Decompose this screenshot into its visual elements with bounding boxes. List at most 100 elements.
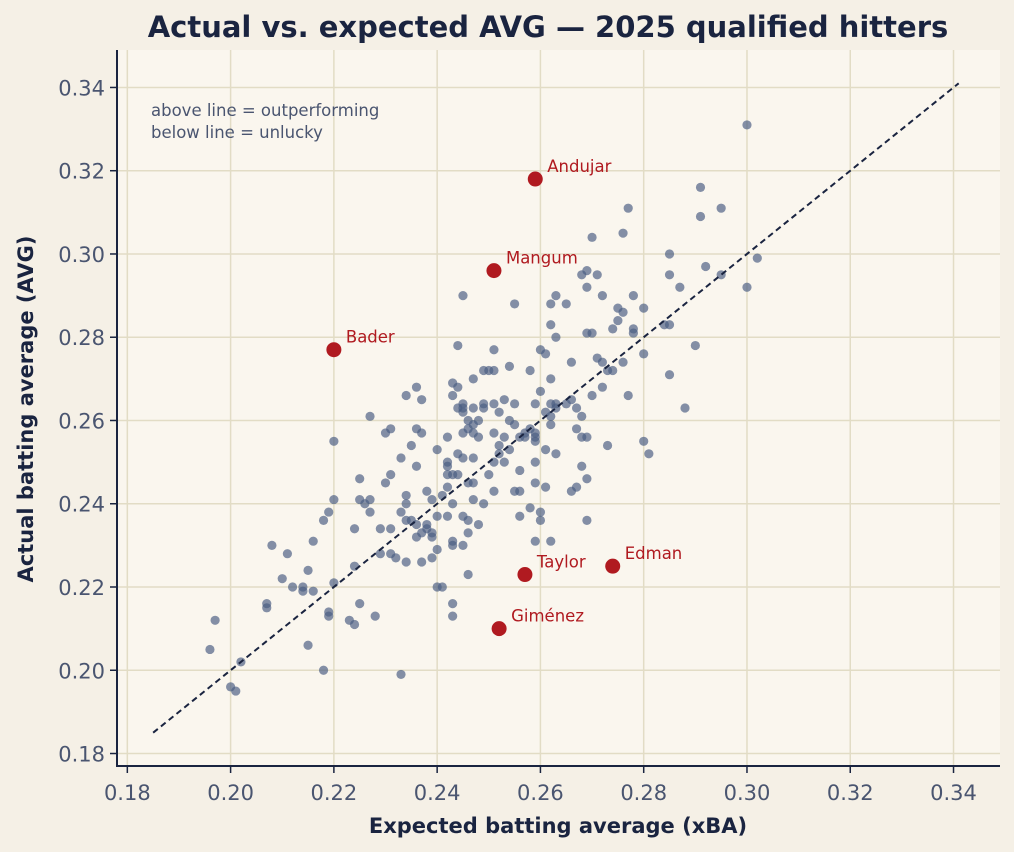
scatter-point: [510, 299, 520, 309]
scatter-point: [530, 436, 540, 446]
scatter-point: [448, 540, 458, 550]
scatter-point: [530, 399, 540, 409]
scatter-point: [432, 445, 442, 455]
scatter-point: [375, 549, 385, 559]
scatter-point: [535, 386, 546, 396]
x-tick-label: 0.30: [724, 781, 771, 805]
scatter-point: [571, 424, 582, 434]
highlight-point: [326, 342, 342, 358]
scatter-point: [453, 470, 463, 480]
scatter-point: [349, 619, 360, 630]
scatter-point: [525, 503, 535, 513]
highlight-label: Giménez: [511, 607, 584, 626]
scatter-point: [329, 494, 339, 505]
scatter-point: [566, 357, 577, 367]
x-tick-label: 0.34: [930, 781, 977, 805]
scatter-point: [499, 395, 509, 405]
scatter-point: [515, 465, 525, 476]
y-tick-label: 0.22: [58, 576, 105, 600]
scatter-point: [618, 357, 628, 367]
scatter-point: [458, 407, 468, 417]
scatter-point: [690, 340, 700, 351]
scatter-point: [701, 261, 711, 272]
scatter-point: [448, 499, 458, 509]
scatter-point: [546, 320, 556, 330]
scatter-point: [473, 432, 484, 442]
x-axis-label: Expected batting average (xBA): [369, 814, 747, 838]
scatter-point: [458, 540, 468, 550]
scatter-point: [205, 644, 215, 655]
scatter-point: [602, 440, 613, 451]
scatter-point: [473, 415, 484, 426]
scatter-point: [262, 599, 272, 609]
scatter-point: [535, 507, 546, 517]
highlight-label: Andujar: [547, 157, 611, 176]
scatter-point: [282, 549, 293, 559]
scatter-point: [695, 211, 706, 222]
scatter-point: [427, 553, 437, 563]
scatter-point: [546, 536, 556, 546]
scatter-point: [597, 291, 607, 301]
scatter-point: [479, 403, 489, 413]
y-tick-label: 0.34: [58, 76, 105, 100]
scatter-point: [427, 532, 437, 542]
scatter-point: [303, 640, 313, 650]
scatter-points: [205, 120, 762, 696]
reference-line: [152, 82, 960, 734]
scatter-point: [551, 291, 561, 301]
x-tick-label: 0.22: [310, 781, 357, 805]
scatter-point: [515, 511, 525, 521]
scatter-point: [597, 382, 607, 392]
scatter-point: [510, 420, 520, 430]
scatter-point: [231, 686, 241, 696]
scatter-point: [406, 440, 416, 451]
scatter-point: [566, 395, 577, 405]
highlight-label: Taylor: [536, 553, 586, 572]
scatter-point: [608, 324, 618, 334]
y-tick-label: 0.26: [58, 409, 105, 433]
scatter-point: [664, 270, 675, 280]
scatter-point: [432, 511, 442, 521]
scatter-point: [628, 291, 638, 301]
scatter-point: [370, 611, 380, 621]
scatter-point: [680, 403, 690, 413]
scatter-point: [520, 432, 530, 442]
scatter-point: [303, 565, 313, 575]
scatter-point: [386, 470, 396, 480]
scatter-point: [287, 582, 298, 592]
scatter-point: [396, 507, 406, 517]
highlighted-players: Andujar Mangum Bader Taylor Edman Giménez: [326, 157, 683, 637]
scatter-point: [365, 507, 375, 517]
scatter-point: [386, 424, 396, 434]
scatter-point: [582, 515, 592, 525]
scatter-point: [422, 486, 432, 496]
scatter-point: [448, 390, 458, 401]
scatter-point: [623, 390, 633, 401]
y-axis-label: Actual batting average (AVG): [14, 236, 38, 583]
scatter-point: [623, 203, 633, 213]
scatter-point: [468, 374, 478, 384]
scatter-point: [587, 390, 597, 401]
scatter-point: [349, 524, 360, 534]
scatter-point: [639, 303, 649, 313]
scatter-point: [448, 599, 458, 609]
scatter-point: [551, 449, 561, 459]
scatter-point: [628, 328, 638, 338]
scatter-point: [489, 399, 499, 409]
y-tick-label: 0.20: [58, 659, 105, 683]
scatter-point: [277, 574, 287, 584]
scatter-point: [453, 340, 463, 351]
scatter-point: [463, 528, 473, 538]
scatter-point: [546, 420, 556, 430]
scatter-point: [582, 474, 592, 484]
scatter-point: [308, 536, 318, 546]
scatter-point: [380, 478, 391, 488]
scatter-point: [401, 490, 411, 501]
scatter-point: [535, 515, 546, 525]
highlight-label: Edman: [625, 544, 683, 563]
scatter-point: [349, 561, 360, 571]
scatter-point: [639, 349, 649, 359]
scatter-point: [386, 524, 396, 534]
scatter-point: [504, 361, 515, 371]
scatter-point: [582, 266, 592, 276]
